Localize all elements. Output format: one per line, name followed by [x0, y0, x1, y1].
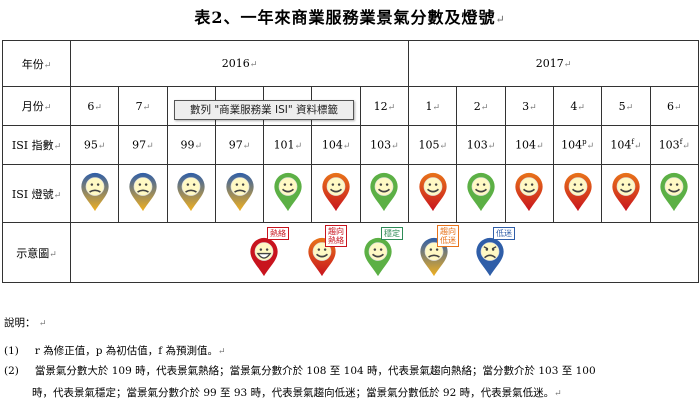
- notes-heading: 說明： ↵: [4, 317, 47, 329]
- light-pin-yellow-red: [563, 172, 592, 212]
- light-cell: [601, 164, 651, 223]
- light-cell: [504, 164, 554, 223]
- light-pin-blue-yellow: [129, 172, 157, 212]
- light-pin-green: [364, 237, 392, 277]
- light-cell: [359, 164, 410, 223]
- light-pin-blue-yellow: [81, 172, 109, 212]
- legend-item-yellow-red: [307, 235, 337, 282]
- score-header-cell: ISI 指數↵: [2, 125, 71, 165]
- legend-item-green: [363, 235, 393, 282]
- score-cell: 104f↵: [601, 125, 651, 165]
- light-cell: [552, 164, 603, 223]
- score-cell: 103f↵: [649, 125, 699, 165]
- data-label-tooltip: 數列 "商業服務業 ISI" 資料標籤: [174, 100, 354, 120]
- month-cell: 2↵: [456, 86, 506, 126]
- score-cell: 103↵: [456, 125, 506, 165]
- year-cell-2017: 2017↵: [408, 40, 699, 87]
- score-cell: 99↵: [166, 125, 216, 165]
- note-2-line2: 時，代表景氣穩定；當景氣分數介於 99 至 93 時，代表景氣趨向低迷；當景氣分…: [32, 387, 562, 399]
- score-cell: 104↵: [504, 125, 554, 165]
- score-cell: 97↵: [214, 125, 265, 165]
- light-header-cell: ISI 燈號↵: [2, 164, 71, 223]
- score-cell: 103↵: [359, 125, 410, 165]
- month-cell: 12↵: [359, 86, 410, 126]
- month-cell: 4↵: [552, 86, 603, 126]
- note-1: (1) r 為修正值，p 為初估值，f 為預測值。↵: [4, 345, 226, 357]
- light-pin-yellow-red: [612, 172, 640, 212]
- legend-tag-yellow-red: 趨向 熱絡: [325, 225, 347, 247]
- light-pin-yellow-red: [322, 172, 350, 212]
- score-cell: 95↵: [69, 125, 120, 165]
- title-text: 表2、一年來商業服務業景氣分數及燈號: [194, 8, 496, 27]
- light-pin-yellow-red: [515, 172, 543, 212]
- light-cell: [118, 164, 168, 223]
- light-pin-green: [370, 172, 399, 212]
- note-2-line1: (2) 當景氣分數大於 109 時，代表景氣熱絡；當景氣分數介於 108 至 10…: [4, 365, 596, 377]
- isi-table: 年份↵ 2016↵ 2017↵ 月份↵ 6↵7↵8↵9↵10↵11↵12↵1↵2…: [2, 40, 699, 283]
- month-cell: 3↵: [504, 86, 554, 126]
- legend-item-blue: [475, 235, 505, 282]
- light-pin-blue-yellow: [420, 237, 448, 277]
- light-pin-green: [467, 172, 495, 212]
- legend-row: 示意圖↵ 熱絡 趨向 熱絡 穩定 趨向 低迷 低迷: [2, 222, 699, 283]
- score-cell: 97↵: [118, 125, 168, 165]
- legend-header-cell: 示意圖↵: [2, 222, 71, 283]
- legend-cell: 熱絡 趨向 熱絡 穩定 趨向 低迷 低迷: [70, 222, 699, 283]
- month-cell: 5↵: [601, 86, 651, 126]
- legend-item-blue-yellow: [419, 235, 449, 282]
- light-cell: [456, 164, 506, 223]
- light-pin-blue-yellow: [177, 172, 205, 212]
- table-title: 表2、一年來商業服務業景氣分數及燈號↵: [0, 4, 700, 28]
- light-row: ISI 燈號↵: [2, 164, 699, 223]
- legend-tag-blue-yellow: 趨向 低迷: [437, 225, 459, 247]
- light-cell: [649, 164, 699, 223]
- score-cell: 104p↵: [552, 125, 603, 165]
- light-cell: [311, 164, 361, 223]
- light-pin-green: [660, 172, 688, 212]
- legend-tag-green: 穩定: [381, 227, 403, 240]
- light-cell: [69, 164, 120, 223]
- month-header-cell: 月份↵: [2, 86, 71, 126]
- month-cell: 6↵: [69, 86, 120, 126]
- light-pin-yellow-red: [308, 237, 336, 277]
- light-cell: [166, 164, 216, 223]
- score-cell: 105↵: [408, 125, 458, 165]
- month-cell: 6↵: [649, 86, 699, 126]
- light-cell: [263, 164, 313, 223]
- light-pin-yellow-red: [419, 172, 447, 212]
- month-cell: 1↵: [408, 86, 458, 126]
- legend-item-red: [249, 235, 279, 282]
- score-row: ISI 指數↵ 95↵ 97↵ 99↵ 97↵ 101↵ 104↵ 103↵ 105↵ 103↵…: [2, 125, 699, 165]
- light-cell: [408, 164, 458, 223]
- light-pin-blue-yellow: [225, 172, 254, 212]
- month-cell: 7↵: [118, 86, 168, 126]
- light-pin-blue: [476, 237, 504, 277]
- score-cell: 104↵: [311, 125, 361, 165]
- score-cell: 101↵: [263, 125, 313, 165]
- legend-tag-red: 熱絡: [267, 227, 289, 240]
- year-row: 年份↵ 2016↵ 2017↵: [2, 40, 699, 87]
- light-pin-green: [274, 172, 302, 212]
- title-paragraph-mark: ↵: [495, 13, 506, 26]
- year-cell-2016: 2016↵: [69, 40, 410, 87]
- year-header-cell: 年份↵: [2, 40, 71, 87]
- light-pin-red: [250, 237, 278, 277]
- legend-tag-blue: 低迷: [493, 227, 515, 240]
- light-cell: [214, 164, 265, 223]
